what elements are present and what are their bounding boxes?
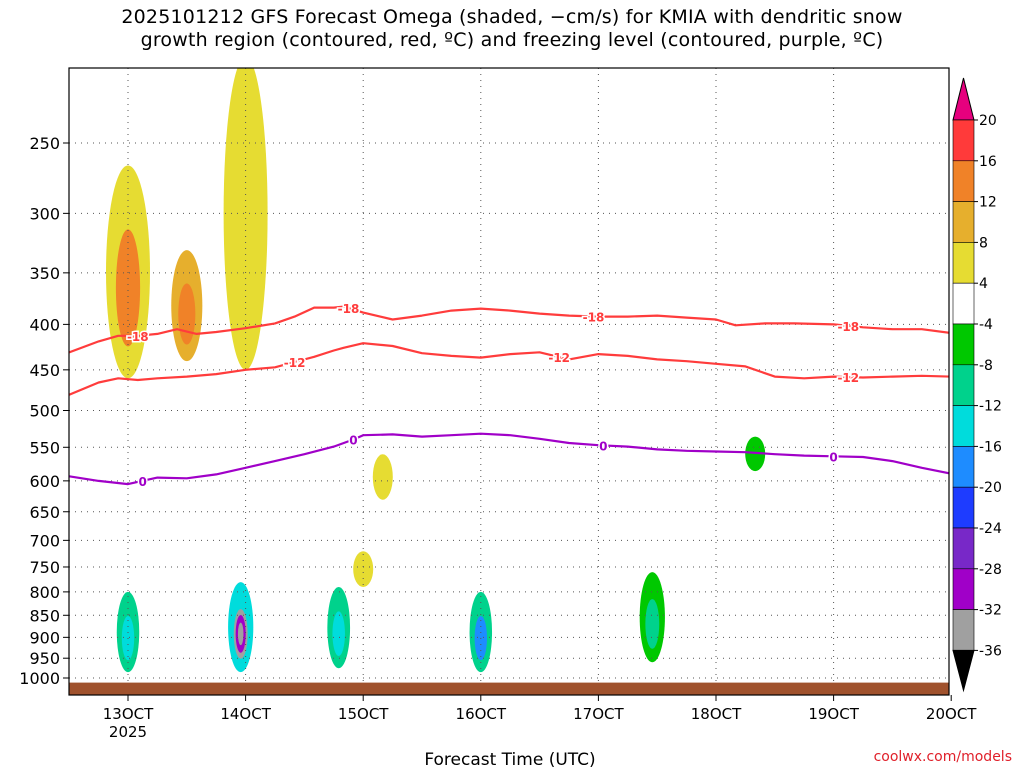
plot-background [69, 68, 949, 695]
colorbar-tick-label: -8 [979, 358, 993, 374]
omega-region [353, 551, 374, 588]
y-tick-label: 350 [29, 264, 60, 283]
omega-region-core [645, 599, 660, 649]
colorbar-bin [952, 405, 975, 447]
colorbar-bin [952, 568, 975, 610]
contour-label: 0 [349, 433, 357, 447]
colorbar-bin [952, 160, 975, 202]
contour-label: 0 [599, 439, 607, 453]
contour-label: -12 [837, 371, 859, 385]
y-tick-label: 650 [29, 503, 60, 522]
x-tick-label: 20OCT [926, 705, 977, 723]
colorbar-tick-label: -24 [979, 521, 1002, 537]
x-axis-title: Forecast Time (UTC) [424, 750, 595, 768]
contour-label: -12 [548, 351, 570, 365]
contour-label: 0 [139, 475, 147, 489]
chart-title-line2: growth region (contoured, red, ºC) and f… [140, 29, 884, 51]
contour-line [69, 342, 949, 396]
x-tick-label: 15OCT [338, 705, 389, 723]
colorbar-under-arrow [952, 649, 975, 693]
credit-text: coolwx.com/models [873, 749, 1012, 765]
colorbar-tick-label: -32 [979, 603, 1002, 619]
y-tick-label: 800 [29, 583, 60, 602]
y-tick-label: 250 [29, 134, 60, 153]
colorbar-tick-label: 4 [979, 276, 988, 292]
contour-line [69, 305, 949, 354]
y-tick-label: 850 [29, 606, 60, 625]
y-tick-label: 750 [29, 558, 60, 577]
x-tick-label: 16OCT [456, 705, 507, 723]
y-tick-label: 550 [29, 438, 60, 457]
colorbar-bin [952, 242, 975, 284]
omega-region [372, 454, 393, 500]
colorbar-bin [952, 323, 975, 366]
colorbar-tick-label: 8 [979, 235, 988, 251]
colorbar-tick-label: -16 [979, 439, 1002, 455]
y-tick-label: 300 [29, 204, 60, 223]
omega-region-core [237, 622, 244, 646]
ground-fill [69, 682, 949, 695]
x-tick-label: 17OCT [573, 705, 624, 723]
contour-label: 0 [829, 450, 837, 464]
chart-title-line1: 2025101212 GFS Forecast Omega (shaded, −… [121, 6, 903, 28]
omega-region-core [332, 611, 345, 657]
colorbar-bin [952, 201, 975, 243]
contour-label: -18 [837, 320, 859, 334]
y-tick-label: 950 [29, 649, 60, 668]
colorbar-bin [952, 609, 975, 651]
y-tick-label: 500 [29, 402, 60, 421]
colorbar-tick-label: 16 [979, 154, 997, 170]
chart-title: 2025101212 GFS Forecast Omega (shaded, −… [0, 6, 1024, 52]
colorbar-over-arrow [952, 77, 975, 121]
x-tick-label: 18OCT [691, 705, 742, 723]
omega-region-core [115, 229, 141, 347]
colorbar-tick-label: -28 [979, 562, 1002, 578]
colorbar-tick-label: 20 [979, 113, 997, 129]
contour-line [69, 432, 949, 486]
y-tick-label: 600 [29, 472, 60, 491]
y-tick-label: 700 [29, 531, 60, 550]
colorbar-bin [952, 527, 975, 570]
contour-label: -18 [338, 302, 360, 316]
colorbar-tick-label: -12 [979, 399, 1002, 415]
colorbar-bin [952, 446, 975, 488]
colorbar-tick-label: -4 [979, 317, 993, 333]
y-tick-label: 450 [29, 361, 60, 380]
plot-frame [68, 67, 950, 696]
colorbar-tick-label: -20 [979, 480, 1002, 496]
y-tick-label: 900 [29, 628, 60, 647]
colorbar-tick-label: 12 [979, 195, 997, 211]
colorbar-bin [952, 282, 975, 325]
colorbar-bin [952, 486, 975, 529]
y-tick-label: 400 [29, 315, 60, 334]
x-tick-label: 14OCT [220, 705, 271, 723]
omega-region-core [178, 283, 196, 345]
y-tick-label: 1000 [19, 669, 60, 688]
x-tick-label: 19OCT [808, 705, 859, 723]
x-tick-sublabel: 2025 [109, 723, 147, 741]
x-tick-label: 13OCT [103, 705, 154, 723]
contour-label: -18 [127, 330, 149, 344]
contour-label: -12 [284, 356, 306, 370]
colorbar-bin [952, 364, 975, 406]
contour-label: -18 [583, 310, 605, 324]
colorbar-tick-label: -36 [979, 643, 1002, 659]
colorbar-bin [952, 119, 975, 162]
